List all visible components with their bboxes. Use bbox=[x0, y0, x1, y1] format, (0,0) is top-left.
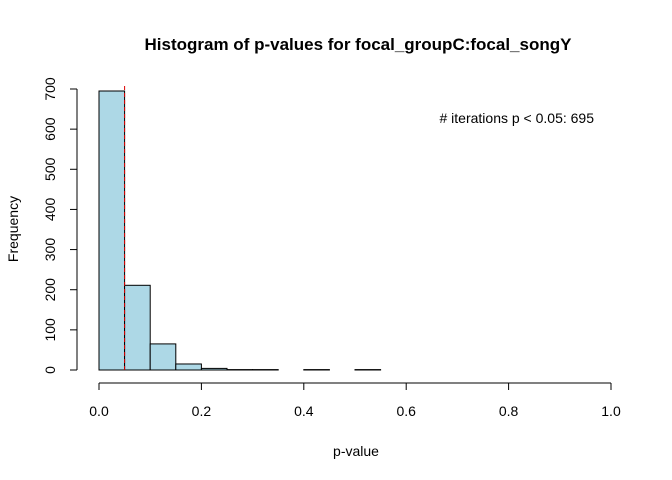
y-axis: 0 100 200 300 400 500 600 700 bbox=[42, 77, 78, 374]
y-tick-label: 300 bbox=[42, 238, 58, 262]
chart-title: Histogram of p-values for focal_groupC:f… bbox=[145, 35, 573, 54]
y-tick-label: 500 bbox=[42, 157, 58, 181]
bars-group bbox=[98, 90, 382, 371]
x-tick-label: 1.0 bbox=[601, 403, 621, 419]
histogram-bar bbox=[98, 90, 126, 371]
y-tick-label: 200 bbox=[42, 278, 58, 302]
y-tick-label: 100 bbox=[42, 318, 58, 342]
y-tick-label: 400 bbox=[42, 198, 58, 222]
x-axis-label: p-value bbox=[333, 443, 379, 459]
histogram-bar bbox=[200, 367, 228, 371]
histogram-bar bbox=[175, 363, 202, 371]
histogram-bar bbox=[124, 284, 151, 371]
y-tick-label: 700 bbox=[42, 77, 58, 101]
x-tick-label: 0.0 bbox=[89, 403, 109, 419]
x-axis: 0.0 0.2 0.4 0.6 0.8 1.0 bbox=[89, 382, 621, 419]
x-tick-label: 0.8 bbox=[499, 403, 519, 419]
x-tick-label: 0.2 bbox=[192, 403, 212, 419]
y-tick-label: 0 bbox=[42, 366, 58, 374]
histogram-bar bbox=[149, 343, 177, 371]
y-axis-label: Frequency bbox=[5, 196, 21, 262]
x-tick-label: 0.6 bbox=[396, 403, 416, 419]
y-tick-label: 600 bbox=[42, 117, 58, 141]
annotation-text: # iterations p < 0.05: 695 bbox=[440, 110, 595, 126]
x-tick-label: 0.4 bbox=[294, 403, 314, 419]
